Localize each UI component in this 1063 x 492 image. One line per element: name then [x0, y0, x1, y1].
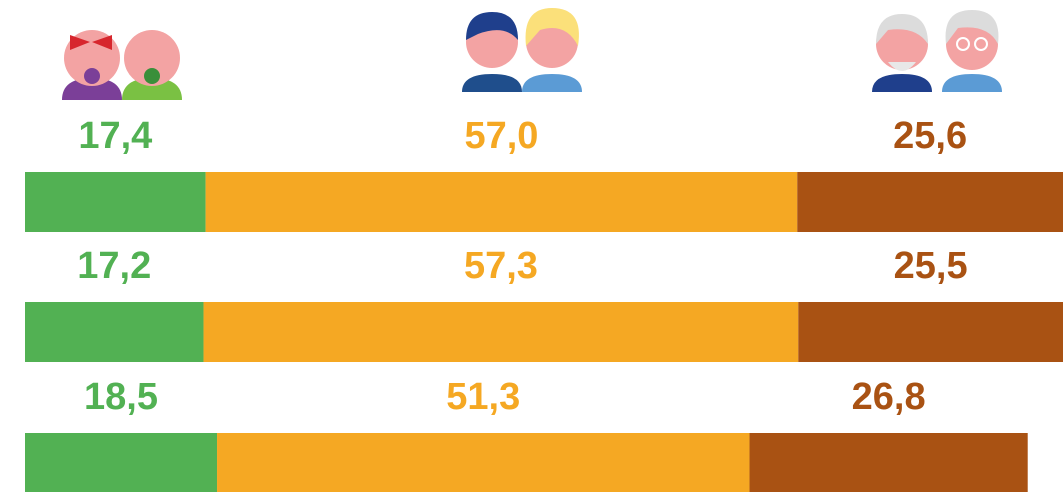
bar-segment [25, 302, 204, 362]
value-label: 25,6 [893, 115, 967, 157]
bar-segment [204, 302, 799, 362]
value-label: 26,8 [852, 376, 926, 418]
icon-babies [62, 30, 182, 100]
value-label: 51,3 [446, 376, 520, 418]
value-label: 18,5 [84, 376, 158, 418]
value-label: 17,2 [77, 245, 151, 287]
bar-segment [25, 172, 206, 232]
page: {"chart_data": {"type": "bar", "orientat… [0, 0, 1063, 492]
bar-segment [217, 433, 749, 492]
value-label: 57,0 [464, 115, 538, 157]
bar-segment [25, 433, 217, 492]
value-label: 25,5 [894, 245, 968, 287]
bar-segment [206, 172, 798, 232]
bar-segment [750, 433, 1028, 492]
value-label: 57,3 [464, 245, 538, 287]
icon-adults [462, 8, 582, 92]
bar-segment [798, 302, 1063, 362]
icon-elderly [872, 10, 1002, 92]
value-label: 17,4 [78, 115, 152, 157]
chart: 17,4 57,0 25,6 17,2 57,3 25,5 18,5 51,3 26,8 [0, 0, 1063, 492]
bar-segment [797, 172, 1063, 232]
